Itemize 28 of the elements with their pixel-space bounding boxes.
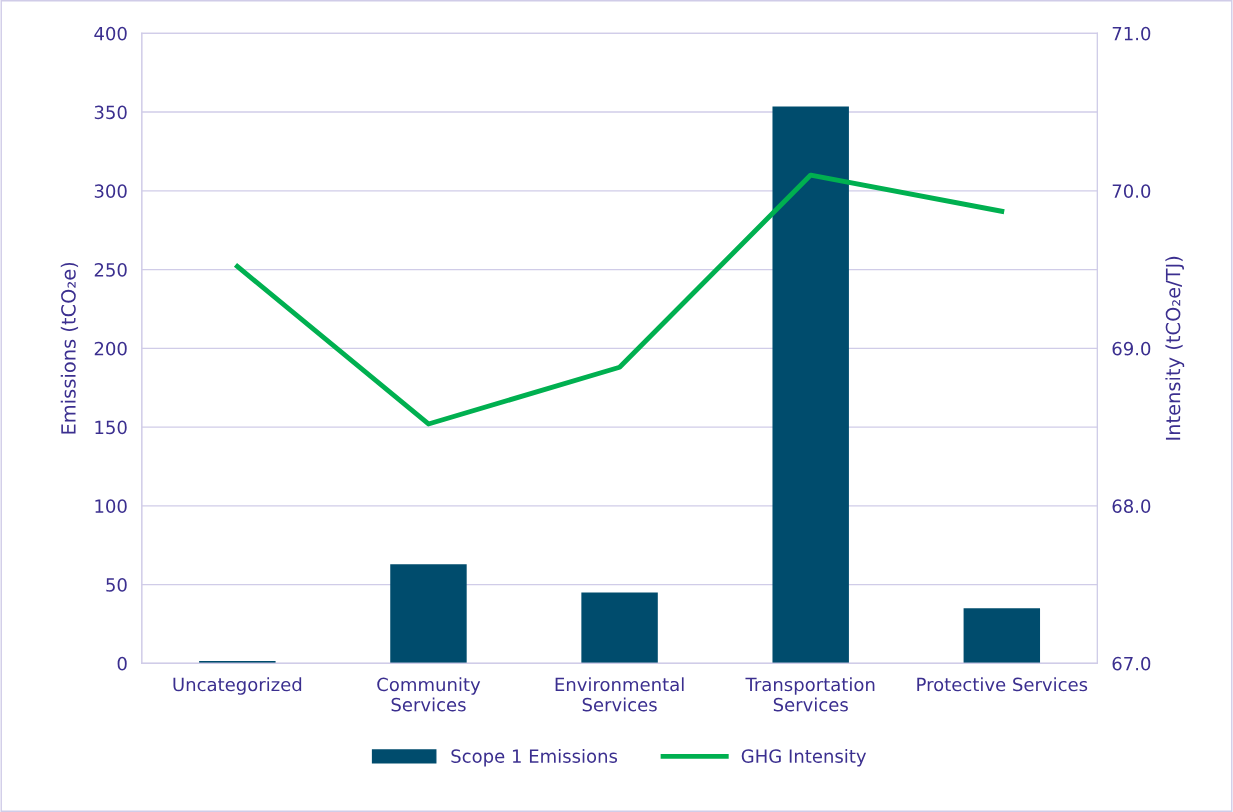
legend-label: Scope 1 Emissions <box>451 748 618 767</box>
y2-tick-label: 69.0 <box>1112 341 1151 356</box>
y-tick-label: 100 <box>95 499 127 513</box>
bar <box>390 564 467 664</box>
y2-axis-title: Intensity (tCO₂e/TJ) <box>1165 256 1185 440</box>
x-tick-label: Environmental Services <box>555 677 684 712</box>
y-tick-label: 400 <box>94 26 127 41</box>
y-tick-label: 50 <box>106 578 127 592</box>
y-axis-title: Emissions (tCO₂e) <box>60 262 79 434</box>
y2-tick-label: 68.0 <box>1112 499 1151 513</box>
bar <box>963 608 1041 664</box>
y-tick-label: 0 <box>117 656 127 671</box>
y-tick-label: 250 <box>94 263 127 277</box>
y2-tick-label: 67.0 <box>1112 656 1151 671</box>
x-tick-label: Transportation Services <box>745 677 875 712</box>
y-tick-label: 350 <box>94 105 127 120</box>
bar <box>772 106 849 664</box>
y-tick-label: 300 <box>94 184 127 198</box>
legend-label: GHG Intensity <box>741 748 867 767</box>
x-tick-label: Community Services <box>377 677 481 712</box>
bar <box>581 592 658 664</box>
y-tick-label: 150 <box>95 420 127 435</box>
x-tick-label: Protective Services <box>917 677 1088 692</box>
y2-tick-label: 71.0 <box>1112 26 1151 41</box>
y-tick-label: 200 <box>94 341 127 356</box>
x-tick-label: Uncategorized <box>173 677 302 695</box>
line-series <box>234 172 1005 427</box>
y2-tick-label: 70.0 <box>1112 184 1151 198</box>
